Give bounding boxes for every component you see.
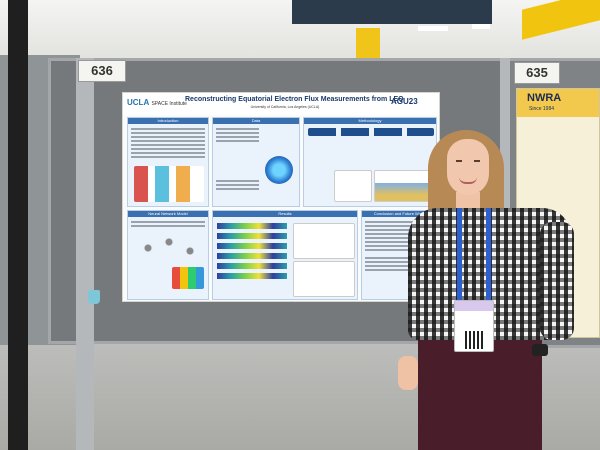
section-heading: Results	[213, 211, 357, 217]
section-heading: Methodology	[304, 118, 436, 124]
ucla-logo: UCLA SPACE Institute	[127, 98, 187, 107]
nwra-logo: NWRA	[527, 92, 562, 104]
earth-figure	[265, 156, 293, 184]
section-introduction: Introduction	[127, 117, 209, 207]
presenter-arm	[540, 222, 574, 340]
ceiling-light	[472, 24, 490, 29]
yellow-banner-small	[356, 28, 380, 58]
board-pole	[76, 58, 94, 450]
pipeline-diagram	[308, 128, 434, 136]
name-badge	[454, 300, 494, 352]
smartwatch-icon	[532, 344, 548, 356]
intro-figure	[134, 166, 204, 202]
research-poster: UCLA SPACE Institute Reconstructing Equa…	[122, 92, 440, 302]
presenter-eye	[474, 160, 480, 162]
presenter-face	[447, 139, 489, 195]
booth-number-left: 636	[78, 60, 126, 82]
poster-title: Reconstructing Equatorial Electron Flux …	[185, 96, 404, 103]
institute-name: SPACE Institute	[151, 101, 187, 107]
results-plot	[293, 261, 355, 297]
network-diagram	[134, 233, 204, 263]
presenter-smile	[459, 177, 477, 184]
booth-number-right: 635	[514, 62, 560, 84]
bar-figure	[172, 267, 204, 289]
section-heading: Data	[213, 118, 299, 124]
board-pole	[500, 58, 510, 350]
section-methodology: Methodology	[303, 117, 437, 207]
ceiling-light	[418, 26, 448, 31]
presenter-eye	[456, 160, 462, 162]
qr-code-icon	[465, 331, 483, 349]
lanyard	[486, 208, 491, 306]
results-plot	[293, 223, 355, 259]
section-heading: Conclusion and Future Work	[362, 211, 436, 217]
ucla-wordmark: UCLA	[127, 98, 150, 107]
overhead-banner	[292, 0, 492, 24]
presenter-hand	[398, 356, 418, 390]
section-results: Results	[212, 210, 358, 300]
method-plot	[334, 170, 372, 202]
lanyard	[457, 208, 462, 306]
badge-header	[455, 301, 493, 311]
cup	[88, 290, 100, 304]
dark-pole	[8, 0, 28, 450]
poster-header	[123, 93, 439, 115]
section-data: Data	[212, 117, 300, 207]
nwra-header	[517, 89, 599, 117]
section-neural-network: Neural Network Model	[127, 210, 209, 300]
agu-logo: AGU23	[391, 97, 418, 106]
nwra-since: Since 1984	[529, 106, 555, 112]
method-plot	[374, 170, 434, 202]
poster-authors: University of California, Los Angeles (U…	[250, 105, 320, 109]
section-heading: Introduction	[128, 118, 208, 124]
section-heading: Neural Network Model	[128, 211, 208, 217]
